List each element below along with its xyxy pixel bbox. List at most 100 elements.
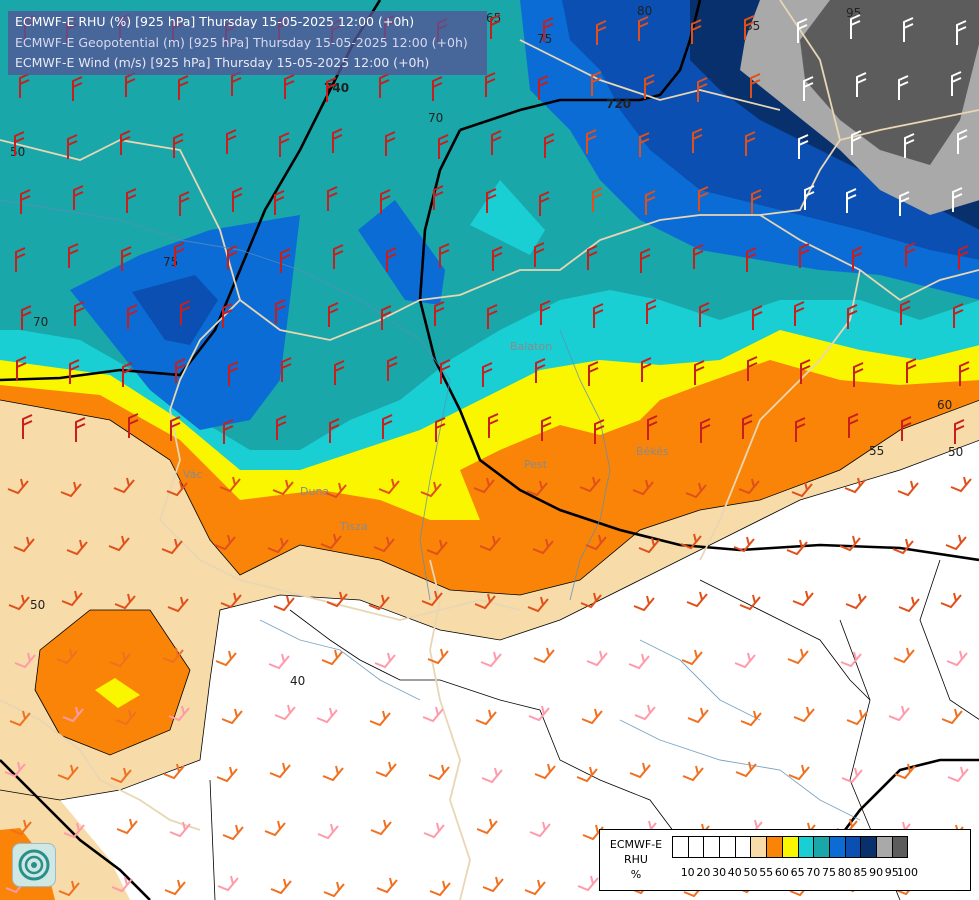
wind-barb xyxy=(953,303,964,328)
wind-barb xyxy=(127,304,138,329)
geopotential-label: 720 xyxy=(606,97,631,111)
contour-label: 70 xyxy=(33,315,48,329)
wind-barb xyxy=(373,536,395,553)
legend-color-box xyxy=(813,836,830,858)
legend-color-box xyxy=(844,836,862,858)
wind-barb xyxy=(905,242,916,267)
wind-barb xyxy=(958,245,969,270)
wind-barb xyxy=(69,359,80,384)
wind-barb xyxy=(951,71,962,96)
wind-barb xyxy=(333,244,344,269)
wind-barb xyxy=(746,247,757,272)
wind-barb xyxy=(60,481,82,498)
wind-barb xyxy=(638,16,649,41)
wind-barb xyxy=(166,480,188,497)
wind-barb xyxy=(646,299,657,324)
wind-barb xyxy=(473,477,495,494)
wind-barb xyxy=(852,246,863,271)
wind-barb xyxy=(641,357,652,382)
wind-barb xyxy=(374,652,396,669)
wind-barb xyxy=(128,413,139,438)
wind-barb xyxy=(276,415,287,440)
wind-barb xyxy=(438,134,449,159)
wind-barb xyxy=(894,763,916,780)
wind-barb xyxy=(434,301,445,326)
wind-barb xyxy=(848,413,859,438)
wind-barb xyxy=(680,533,702,550)
wind-barb xyxy=(941,708,963,725)
wind-barb xyxy=(215,650,237,667)
wind-barb xyxy=(576,766,598,783)
wind-barb xyxy=(592,187,603,212)
wind-barb xyxy=(115,709,137,726)
wind-barb xyxy=(22,414,33,439)
place-label: Duna xyxy=(300,485,329,498)
wind-barb xyxy=(742,414,753,439)
wind-barb xyxy=(533,647,555,664)
wind-barb xyxy=(587,245,598,270)
wind-barb xyxy=(691,19,702,44)
wind-barb xyxy=(846,188,857,213)
wind-barb xyxy=(167,596,189,613)
wind-barb xyxy=(279,132,290,157)
rhu-band-60-islet xyxy=(95,678,140,708)
wind-barb xyxy=(734,652,756,669)
wind-barb xyxy=(326,591,348,608)
wind-barb xyxy=(433,185,444,210)
wind-barb xyxy=(368,594,390,611)
wind-barb xyxy=(14,652,36,669)
legend-color-box xyxy=(672,836,689,858)
legend-tick: 20 xyxy=(696,866,711,879)
wind-barb xyxy=(74,301,85,326)
wind-barb xyxy=(9,710,31,727)
wind-barb xyxy=(222,303,233,328)
legend-color-box xyxy=(687,836,705,858)
wind-barb xyxy=(740,710,762,727)
wind-barb xyxy=(532,538,554,555)
wind-barb xyxy=(57,764,79,781)
wind-barb xyxy=(15,247,26,272)
wind-barb xyxy=(482,362,493,387)
legend-tick: 30 xyxy=(712,866,727,879)
wind-barb xyxy=(75,417,86,442)
wind-barb xyxy=(284,74,295,99)
legend-color-box xyxy=(891,836,909,858)
wind-barb xyxy=(747,356,758,381)
wind-barb xyxy=(322,765,344,782)
rivers xyxy=(0,199,861,821)
wind-barb xyxy=(476,818,498,835)
wind-barb xyxy=(219,476,241,493)
wind-barb xyxy=(529,821,551,838)
wind-barb xyxy=(851,130,862,155)
wind-barb xyxy=(381,305,392,330)
wind-barb xyxy=(109,651,131,668)
wind-barb xyxy=(645,190,656,215)
wind-barb xyxy=(163,763,185,780)
color-legend: ECMWF-E RHU % 10 20 30 40 50 55 60 65 70 75 80 85 90… xyxy=(599,829,971,891)
wind-barb xyxy=(111,876,133,893)
wind-barb xyxy=(329,418,340,443)
wind-barb xyxy=(845,593,867,610)
wind-barb xyxy=(264,820,286,837)
place-label: Vác xyxy=(183,468,202,481)
wind-barb xyxy=(275,299,286,324)
legend-color-box xyxy=(875,836,893,858)
wind-barb xyxy=(950,476,972,493)
wind-barb xyxy=(528,705,550,722)
wind-barb xyxy=(633,595,655,612)
contour-label: 70 xyxy=(428,111,443,125)
ecmwf-swirl-icon xyxy=(12,843,56,887)
wind-barb xyxy=(694,360,705,385)
wind-barb xyxy=(16,356,27,381)
wind-barb xyxy=(491,130,502,155)
wind-barb xyxy=(422,706,444,723)
wind-barb xyxy=(632,479,654,496)
wind-barb xyxy=(544,133,555,158)
wind-barb xyxy=(161,538,183,555)
wind-barb xyxy=(888,705,910,722)
wind-barb xyxy=(14,131,25,156)
wind-barb xyxy=(376,877,398,894)
wind-barb xyxy=(178,75,189,100)
wind-barb xyxy=(744,15,755,40)
wind-barb xyxy=(108,535,130,552)
